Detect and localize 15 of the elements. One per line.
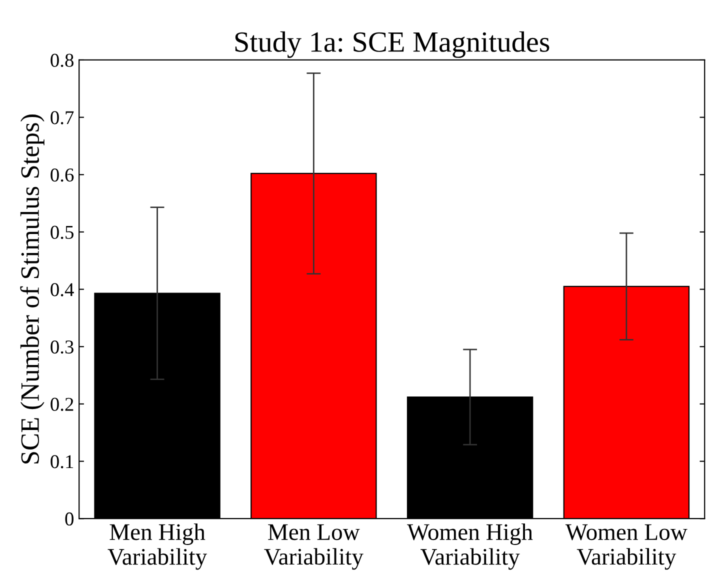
y-tick-label: 0.8 [50, 54, 74, 67]
y-axis-title: SCE (Number of Stimulus Steps) [20, 114, 44, 464]
y-tick-label: 0.6 [50, 168, 74, 182]
x-tick-label: Men Low Variability [264, 524, 364, 570]
x-tick-label: Women Low Variability [565, 524, 688, 570]
x-tick-label: Men High Variability [108, 523, 208, 570]
y-tick-label: 0.3 [50, 340, 74, 354]
chart-title: Study 1a: SCE Magnitudes [235, 31, 550, 58]
y-tick-label: 0.7 [50, 111, 74, 124]
y-tick-label: 0.4 [50, 283, 74, 296]
y-tick-label: 0.2 [50, 398, 74, 411]
y-tick-label: 0.1 [50, 455, 74, 468]
x-tick-label: Women High Variability [407, 523, 533, 570]
y-tick-label: 0 [65, 512, 74, 526]
y-tick-label: 0.5 [50, 226, 74, 239]
